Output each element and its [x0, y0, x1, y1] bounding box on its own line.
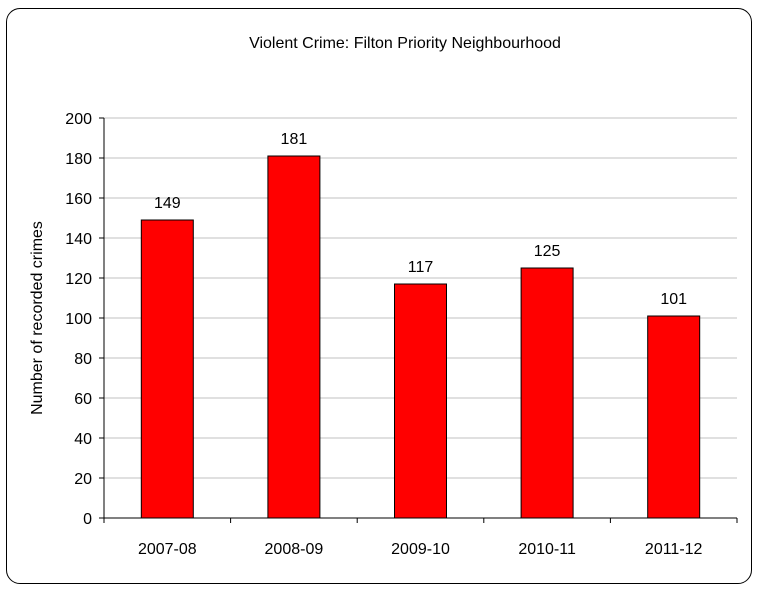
- chart-frame: [6, 8, 752, 584]
- y-tick-label: 40: [74, 431, 92, 448]
- x-tick-label: 2011-12: [645, 541, 703, 558]
- y-tick-label: 0: [83, 511, 92, 528]
- x-tick-label: 2007-08: [138, 541, 197, 558]
- y-tick-label: 200: [65, 111, 92, 128]
- y-tick-label: 180: [65, 151, 92, 168]
- y-tick-label: 20: [74, 471, 92, 488]
- y-tick-label: 100: [65, 311, 92, 328]
- chart-title: Violent Crime: Filton Priority Neighbour…: [249, 35, 561, 52]
- bar-2007-08: [140, 219, 194, 519]
- bar-2009-10: [394, 283, 447, 519]
- bar-2008-09: [267, 155, 321, 519]
- x-tick-label: 2009-10: [391, 541, 450, 558]
- data-label: 149: [154, 195, 181, 212]
- y-tick-label: 120: [65, 271, 92, 288]
- data-label: 117: [408, 259, 434, 276]
- data-label: 181: [281, 131, 308, 148]
- x-tick-label: 2008-09: [265, 541, 324, 558]
- bar-2010-11: [520, 267, 574, 519]
- data-label: 101: [660, 291, 687, 308]
- y-tick-label: 80: [74, 351, 92, 368]
- x-tick-label: 2010-11: [518, 541, 576, 558]
- data-label: 125: [534, 243, 561, 260]
- y-tick-label: 60: [74, 391, 92, 408]
- bar-2011-12: [647, 315, 701, 519]
- y-tick-label: 140: [65, 231, 92, 248]
- y-tick-label: 160: [65, 191, 92, 208]
- y-axis-label: Number of recorded crimes: [29, 221, 46, 415]
